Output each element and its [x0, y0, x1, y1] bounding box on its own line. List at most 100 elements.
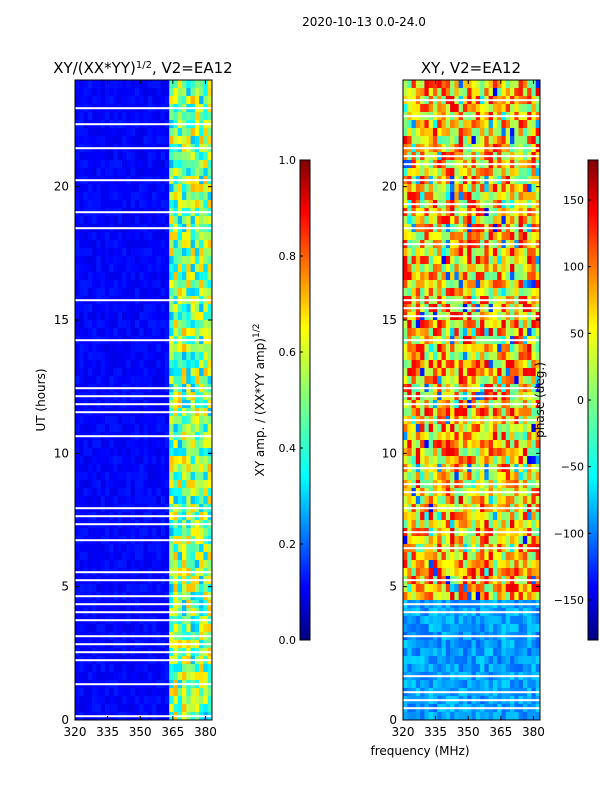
amplitude-cell [96, 544, 102, 553]
amplitude-cell [79, 216, 84, 225]
phase-cell [403, 352, 408, 361]
phase-cell [505, 280, 511, 289]
phase-cell [484, 88, 490, 97]
amplitude-cell [194, 360, 200, 369]
phase-cell [501, 192, 507, 201]
phase-cell [522, 648, 528, 657]
phase-cell [441, 368, 447, 377]
phase-cell [522, 264, 528, 273]
amplitude-cell [169, 552, 174, 561]
amplitude-cell [100, 560, 106, 569]
amplitude-cell [117, 672, 123, 681]
amplitude-cell [182, 184, 187, 193]
amplitude-cell [79, 320, 84, 329]
phase-cell [497, 448, 502, 457]
phase-cell [505, 128, 511, 137]
amplitude-cell [139, 448, 144, 457]
amplitude-cell [190, 304, 196, 313]
phase-cell [488, 232, 494, 241]
phase-cell [441, 624, 447, 633]
amplitude-gap-line [75, 435, 212, 438]
amplitude-cell [207, 184, 213, 193]
amplitude-cell [87, 416, 93, 425]
phase-cell [403, 656, 408, 665]
phase-cell [522, 256, 528, 265]
phase-cell [480, 496, 485, 505]
phase-cell [484, 272, 490, 281]
amplitude-cell [182, 376, 187, 385]
amplitude-cell [160, 368, 166, 377]
amplitude-cell [156, 272, 162, 281]
phase-cell [467, 440, 472, 449]
phase-cell [467, 448, 472, 457]
phase-cell [420, 328, 425, 337]
amplitude-cell [87, 184, 93, 193]
phase-cell [497, 192, 502, 201]
phase-cell [510, 496, 515, 505]
phase-cell [480, 192, 485, 201]
amplitude-cell [147, 184, 153, 193]
phase-gap-line [403, 203, 540, 206]
phase-cell [527, 88, 532, 97]
figure-suptitle: 2020-10-13 0.0-24.0 [302, 15, 426, 29]
phase-cell [492, 432, 498, 441]
amplitude-cell [143, 688, 149, 697]
phase-cell [437, 368, 442, 377]
amplitude-cell [113, 288, 119, 297]
phase-cell [441, 264, 447, 273]
amplitude-cell [182, 280, 187, 289]
amplitude-cell [117, 488, 123, 497]
amplitude-cell [117, 584, 123, 593]
amplitude-cell [113, 544, 119, 553]
phase-cell [514, 248, 519, 257]
amplitude-cell [134, 328, 140, 337]
amplitude-cell [147, 288, 153, 297]
amplitude-cell [164, 488, 170, 497]
phase-cell [497, 136, 502, 145]
amplitude-cell [190, 560, 196, 569]
phase-cell [424, 520, 430, 529]
amplitude-cell [143, 368, 149, 377]
amplitude-cell [113, 152, 119, 161]
phase-cell [467, 456, 472, 465]
amplitude-cell [177, 416, 183, 425]
phase-cell [527, 440, 532, 449]
phase-cell [411, 560, 417, 569]
colorbar-tick-label: 1.0 [279, 154, 297, 167]
phase-cell [535, 520, 541, 529]
phase-cell [488, 624, 494, 633]
amplitude-cell [117, 416, 123, 425]
phase-cell [522, 120, 528, 129]
phase-cell [411, 344, 417, 353]
phase-cell [505, 80, 511, 89]
phase-cell [518, 320, 524, 329]
phase-cell [480, 440, 485, 449]
amplitude-cell [177, 256, 183, 265]
amplitude-cell [190, 272, 196, 281]
phase-cell [488, 352, 494, 361]
amplitude-cell [109, 136, 114, 145]
amplitude-cell [177, 472, 183, 481]
phase-cell [522, 248, 528, 257]
phase-cell [480, 512, 485, 521]
phase-cell [407, 232, 412, 241]
amplitude-cell [190, 584, 196, 593]
phase-cell [501, 648, 507, 657]
amplitude-cell [147, 152, 153, 161]
amplitude-cell [143, 672, 149, 681]
amplitude-cell [104, 424, 110, 433]
amplitude-cell [164, 624, 170, 633]
amplitude-cell [75, 216, 80, 225]
phase-cell [450, 136, 455, 145]
phase-cell [428, 192, 434, 201]
amplitude-cell [104, 264, 110, 273]
amplitude-cell [190, 344, 196, 353]
amplitude-cell [143, 112, 149, 121]
phase-cell [407, 288, 412, 297]
phase-cell [488, 536, 494, 545]
phase-cell [471, 344, 477, 353]
phase-cell [505, 520, 511, 529]
phase-cell [428, 656, 434, 665]
phase-cell [424, 120, 430, 129]
phase-cell [424, 456, 430, 465]
